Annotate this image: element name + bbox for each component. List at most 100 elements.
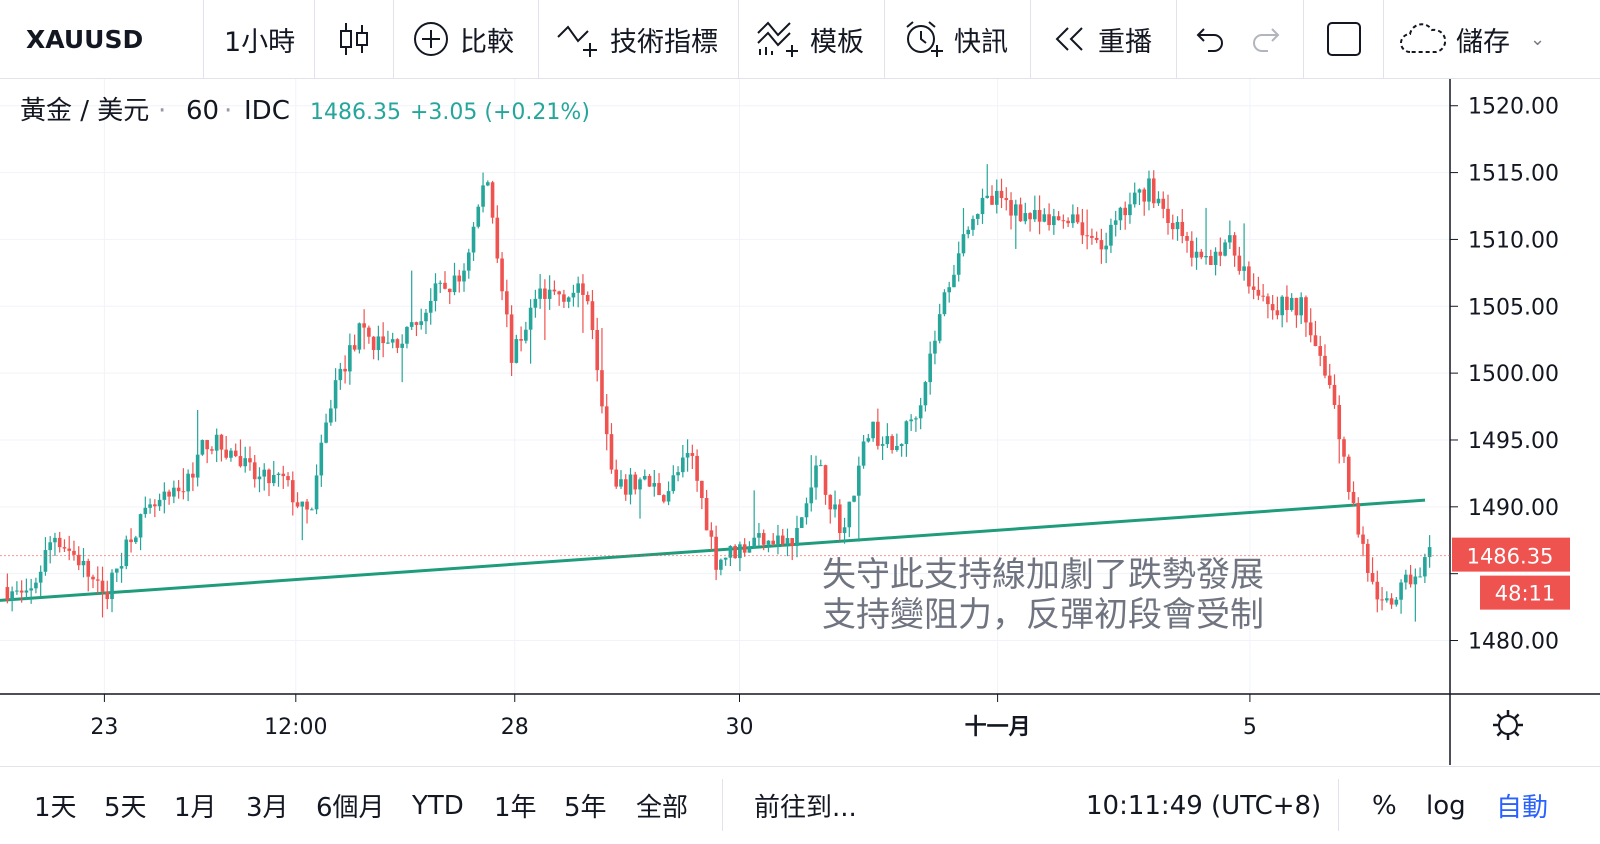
candle-body [1313, 335, 1318, 347]
clock-timezone-button[interactable]: 10:11:49 (UTC+8) [1086, 767, 1321, 844]
candle-body [1337, 404, 1342, 440]
candle-body [1118, 207, 1123, 221]
range-1y[interactable]: 1年 [494, 767, 537, 844]
candle-body [433, 283, 438, 301]
candle-body [281, 473, 286, 477]
candle-body [1389, 598, 1394, 605]
candle-body [1104, 245, 1108, 250]
candle-body [785, 538, 790, 545]
grid [0, 79, 1450, 694]
candle-body [124, 539, 129, 567]
candle-body [871, 421, 875, 439]
last-price-tag [1452, 537, 1570, 572]
candle-body [961, 234, 966, 254]
redo-button[interactable] [1250, 0, 1282, 78]
candle-body [100, 580, 105, 592]
log-toggle[interactable]: log [1426, 767, 1466, 844]
candle-body [842, 527, 847, 534]
range-label: 1年 [494, 793, 537, 823]
chart-area[interactable]: 1480.00 1490.00 1495.00 1500.00 1505.00 1510.… [0, 79, 1600, 765]
candle-body [447, 288, 452, 293]
candle-body [876, 421, 880, 446]
candle-body [1123, 207, 1128, 216]
interval-button[interactable]: 1小時 [224, 0, 295, 78]
candle-body [176, 487, 181, 492]
candle-body [428, 300, 433, 313]
countdown-label: 48:11 [1495, 582, 1556, 606]
candle-body [352, 345, 357, 350]
range-3m[interactable]: 3月 [246, 767, 289, 844]
settings-gear-icon[interactable] [1493, 710, 1523, 740]
candle-body [1228, 235, 1232, 243]
candle-body [1270, 304, 1275, 311]
candle-body [485, 182, 490, 186]
range-label: 全部 [636, 793, 689, 823]
candle-body [666, 491, 671, 502]
fullscreen-button[interactable] [1325, 0, 1363, 78]
candle-body [414, 322, 419, 325]
undo-icon [1196, 28, 1223, 52]
candle-body [271, 474, 276, 484]
candle-body [809, 487, 814, 504]
percent-toggle[interactable]: % [1372, 767, 1397, 844]
plus-circle-icon [414, 22, 448, 56]
candle-body [1280, 296, 1284, 316]
candle-body [1056, 216, 1061, 221]
candle-body [43, 550, 48, 572]
range-5y[interactable]: 5年 [564, 767, 607, 844]
save-button[interactable]: 儲存 [1398, 0, 1510, 78]
chart-type-button[interactable] [338, 0, 370, 78]
alarm-clock-icon [906, 21, 943, 57]
candle-body [1018, 204, 1023, 222]
candle-body [880, 444, 885, 446]
candle-body [29, 588, 33, 591]
templates-button[interactable]: 模板 [756, 0, 864, 78]
undo-button[interactable] [1194, 0, 1226, 78]
candle-body [657, 483, 661, 496]
candle-body [581, 283, 585, 295]
range-1m[interactable]: 1月 [174, 767, 217, 844]
range-5d[interactable]: 5天 [104, 767, 147, 844]
price-chart[interactable]: 1480.00 1490.00 1495.00 1500.00 1505.00 1510.… [0, 79, 1600, 765]
replay-button[interactable]: 重播 [1052, 0, 1152, 78]
range-1d[interactable]: 1天 [34, 767, 77, 844]
candle-body [590, 301, 595, 331]
candle-body [1361, 534, 1365, 544]
candle-body [95, 579, 100, 581]
candle-body [576, 283, 580, 293]
goto-label: 前往到... [754, 793, 857, 823]
candle-body [1223, 242, 1227, 256]
symbol-button[interactable]: XAUUSD [26, 0, 143, 78]
candle-body [633, 474, 638, 490]
candle-body [1109, 224, 1113, 246]
candle-body [67, 548, 72, 551]
goto-button[interactable]: 前往到... [754, 767, 857, 844]
save-menu-button[interactable]: ⌄ [1530, 0, 1545, 78]
candle-body [975, 214, 980, 219]
candle-body [747, 546, 752, 553]
compare-button[interactable]: 比較 [412, 0, 514, 78]
range-all[interactable]: 全部 [636, 767, 688, 844]
candle-body [866, 438, 871, 442]
candle-body [528, 307, 533, 330]
candle-body [899, 443, 904, 446]
candle-body [62, 547, 67, 549]
candle-body [1047, 214, 1051, 226]
support-trendline[interactable] [0, 498, 1426, 602]
candle-body [386, 342, 390, 344]
indicators-button[interactable]: 技術指標 [556, 0, 718, 78]
range-label: 3月 [246, 793, 289, 823]
candle-body [533, 298, 538, 308]
candle-body [1294, 297, 1299, 316]
candle-body [933, 340, 937, 354]
range-ytd[interactable]: YTD [412, 767, 464, 844]
candle-body [262, 469, 267, 477]
candle-body [704, 498, 709, 531]
auto-scale-toggle[interactable]: 自動 [1496, 767, 1548, 844]
candle-body [329, 408, 333, 423]
range-6m[interactable]: 6個月 [316, 767, 385, 844]
candle-body [766, 540, 771, 545]
alerts-button[interactable]: 快訊 [902, 0, 1008, 78]
candle-body [990, 195, 994, 205]
candle-body [628, 474, 633, 495]
